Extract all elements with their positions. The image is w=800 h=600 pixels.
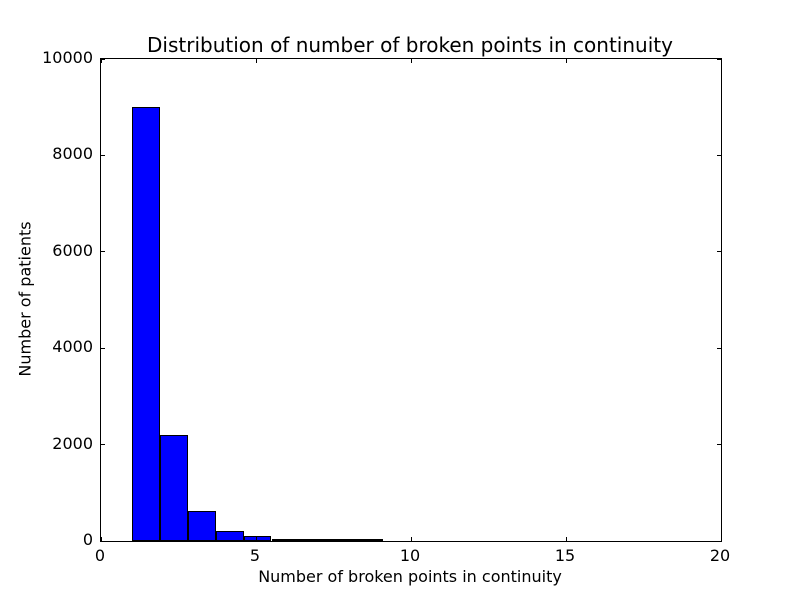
x-tick-mark [720,537,722,541]
y-tick-mark [717,58,721,60]
x-tick-label: 20 [709,546,731,565]
x-tick-mark [720,59,722,63]
histogram-bar [159,434,188,541]
y-tick-mark [101,444,105,446]
chart-title: Distribution of number of broken points … [147,33,673,57]
x-tick-mark [100,59,102,63]
y-tick-mark [101,58,105,60]
histogram-bar [187,511,216,541]
x-tick-label: 0 [94,546,106,565]
y-tick-mark [717,251,721,253]
x-tick-mark [410,537,412,541]
y-tick-label: 2000 [52,433,93,453]
y-tick-mark [101,154,105,156]
histogram-bar [271,538,300,541]
histogram-bar [215,531,244,541]
y-tick-mark [717,347,721,349]
y-tick-mark [717,540,721,542]
plot-area [100,58,722,542]
x-axis-label: Number of broken points in continuity [258,567,562,586]
x-tick-mark [255,59,257,63]
y-tick-mark [101,251,105,253]
y-tick-label: 8000 [52,144,93,164]
histogram-bar [327,539,356,541]
x-tick-mark [565,59,567,63]
x-tick-mark [410,59,412,63]
y-tick-mark [101,540,105,542]
y-tick-mark [717,154,721,156]
histogram-bar [299,539,328,541]
x-tick-mark [255,537,257,541]
x-tick-label: 15 [554,546,576,565]
y-tick-mark [717,444,721,446]
y-tick-label: 6000 [52,240,93,260]
histogram-bar [243,536,272,541]
x-tick-label: 10 [399,546,421,565]
x-tick-label: 5 [249,546,261,565]
y-tick-label: 4000 [52,337,93,357]
y-tick-mark [101,347,105,349]
x-tick-mark [565,537,567,541]
x-tick-mark [100,537,102,541]
histogram-bar [355,539,384,541]
y-tick-label: 10000 [42,48,93,67]
histogram-bar [132,107,160,541]
y-tick-label: 0 [82,530,93,549]
